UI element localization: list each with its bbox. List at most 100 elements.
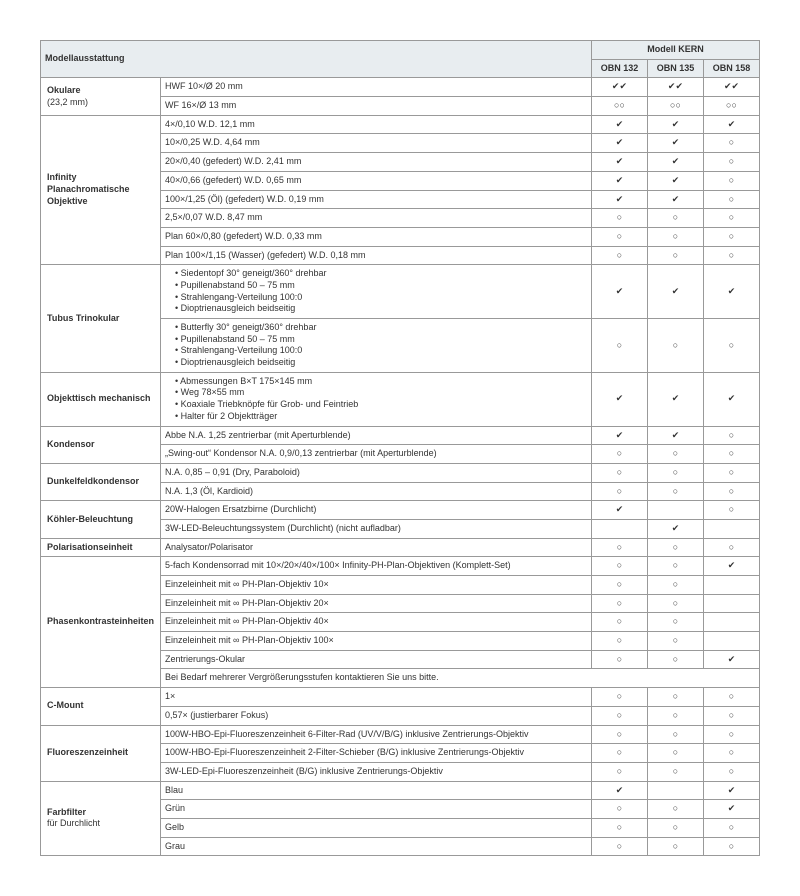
mark-cell: ○ (591, 227, 647, 246)
mark-cell: ○ (703, 319, 759, 373)
header-right: Modell KERN (591, 41, 759, 60)
mark-cell: ○ (591, 594, 647, 613)
spec-cell: 4×/0,10 W.D. 12,1 mm (161, 115, 592, 134)
spec-cell: Einzeleinheit mit ∞ PH-Plan-Objektiv 40× (161, 613, 592, 632)
mark-cell: ○ (591, 557, 647, 576)
category-cell: Köhler-Beleuchtung (41, 501, 161, 538)
category-cell: Infinity Planachromatische Objektive (41, 115, 161, 265)
mark-cell: ✔ (591, 372, 647, 426)
model-0: OBN 132 (591, 59, 647, 78)
mark-cell: ○ (703, 190, 759, 209)
mark-cell: ✔ (591, 171, 647, 190)
mark-cell: ○ (647, 538, 703, 557)
mark-cell: ✔ (647, 171, 703, 190)
mark-cell: ○ (703, 153, 759, 172)
mark-cell: ○ (591, 800, 647, 819)
mark-cell: ○ (703, 209, 759, 228)
mark-cell: ○ (591, 246, 647, 265)
mark-cell: ✔ (591, 501, 647, 520)
mark-cell: ○ (647, 576, 703, 595)
spec-cell: Plan 60×/0,80 (gefedert) W.D. 0,33 mm (161, 227, 592, 246)
mark-cell: ✔ (591, 781, 647, 800)
mark-cell: ○ (703, 482, 759, 501)
mark-cell (647, 501, 703, 520)
mark-cell: ○ (647, 744, 703, 763)
category-cell: Tubus Trinokular (41, 265, 161, 373)
mark-cell: ✔ (647, 190, 703, 209)
mark-cell: ○ (591, 818, 647, 837)
category-cell: C-Mount (41, 688, 161, 725)
mark-cell: ✔ (647, 519, 703, 538)
mark-cell: ○ (591, 482, 647, 501)
spec-cell: Zentrierungs-Okular (161, 650, 592, 669)
mark-cell: ✔ (703, 800, 759, 819)
spec-cell: Plan 100×/1,15 (Wasser) (gefedert) W.D. … (161, 246, 592, 265)
mark-cell: ✔ (647, 134, 703, 153)
header-left: Modellausstattung (41, 41, 592, 78)
spec-cell: Butterfly 30° geneigt/360° drehbarPupill… (161, 319, 592, 373)
spec-cell: 1× (161, 688, 592, 707)
mark-cell: ○○ (703, 97, 759, 116)
spec-cell: 40×/0,66 (gefedert) W.D. 0,65 mm (161, 171, 592, 190)
mark-cell: ○ (591, 319, 647, 373)
fullrow-note: Bei Bedarf mehrerer Vergrößerungsstufen … (161, 669, 760, 688)
category-cell: Okulare(23,2 mm) (41, 78, 161, 115)
mark-cell: ○ (591, 725, 647, 744)
mark-cell: ○ (591, 613, 647, 632)
mark-cell: ○ (647, 463, 703, 482)
mark-cell (591, 519, 647, 538)
mark-cell: ✔ (703, 372, 759, 426)
category-cell: Objekttisch mechanisch (41, 372, 161, 426)
spec-cell: 10×/0,25 W.D. 4,64 mm (161, 134, 592, 153)
spec-cell: 20W-Halogen Ersatzbirne (Durchlicht) (161, 501, 592, 520)
mark-cell: ✔ (647, 153, 703, 172)
mark-cell: ○ (591, 632, 647, 651)
mark-cell: ○ (647, 613, 703, 632)
spec-cell: „Swing-out“ Kondensor N.A. 0,9/0,13 zent… (161, 445, 592, 464)
mark-cell: ✔✔ (591, 78, 647, 97)
mark-cell: ○ (647, 319, 703, 373)
spec-cell: Gelb (161, 818, 592, 837)
mark-cell: ○ (703, 227, 759, 246)
mark-cell: ○ (591, 744, 647, 763)
model-2: OBN 158 (703, 59, 759, 78)
mark-cell: ✔✔ (703, 78, 759, 97)
mark-cell: ○ (703, 463, 759, 482)
mark-cell: ○ (591, 576, 647, 595)
mark-cell: ○ (591, 837, 647, 856)
mark-cell (703, 519, 759, 538)
mark-cell: ○ (591, 445, 647, 464)
mark-cell: ○ (703, 725, 759, 744)
spec-cell: Einzeleinheit mit ∞ PH-Plan-Objektiv 10× (161, 576, 592, 595)
mark-cell: ✔✔ (647, 78, 703, 97)
mark-cell: ○ (647, 688, 703, 707)
mark-cell: ✔ (647, 372, 703, 426)
mark-cell: ○ (591, 538, 647, 557)
table-body: Okulare(23,2 mm)HWF 10×/Ø 20 mm✔✔✔✔✔✔WF … (41, 78, 760, 856)
mark-cell: ✔ (591, 153, 647, 172)
mark-cell (647, 781, 703, 800)
mark-cell: ○ (703, 837, 759, 856)
mark-cell: ○ (591, 706, 647, 725)
spec-cell: N.A. 0,85 – 0,91 (Dry, Paraboloid) (161, 463, 592, 482)
mark-cell: ○ (591, 209, 647, 228)
spec-cell: Grün (161, 800, 592, 819)
mark-cell: ○ (703, 762, 759, 781)
spec-cell: 5-fach Kondensorrad mit 10×/20×/40×/100×… (161, 557, 592, 576)
mark-cell: ○ (591, 762, 647, 781)
spec-cell: Blau (161, 781, 592, 800)
spec-cell: WF 16×/Ø 13 mm (161, 97, 592, 116)
mark-cell: ✔ (647, 115, 703, 134)
spec-cell: 100W-HBO-Epi-Fluoreszenzeinheit 6-Filter… (161, 725, 592, 744)
spec-cell: HWF 10×/Ø 20 mm (161, 78, 592, 97)
mark-cell: ✔ (591, 426, 647, 445)
mark-cell: ✔ (647, 426, 703, 445)
spec-cell: Siedentopf 30° geneigt/360° drehbarPupil… (161, 265, 592, 319)
category-cell: Kondensor (41, 426, 161, 463)
spec-cell: Analysator/Polarisator (161, 538, 592, 557)
mark-cell: ○ (703, 501, 759, 520)
mark-cell: ○ (647, 209, 703, 228)
mark-cell: ✔ (703, 115, 759, 134)
mark-cell: ✔ (703, 557, 759, 576)
mark-cell: ○ (591, 688, 647, 707)
